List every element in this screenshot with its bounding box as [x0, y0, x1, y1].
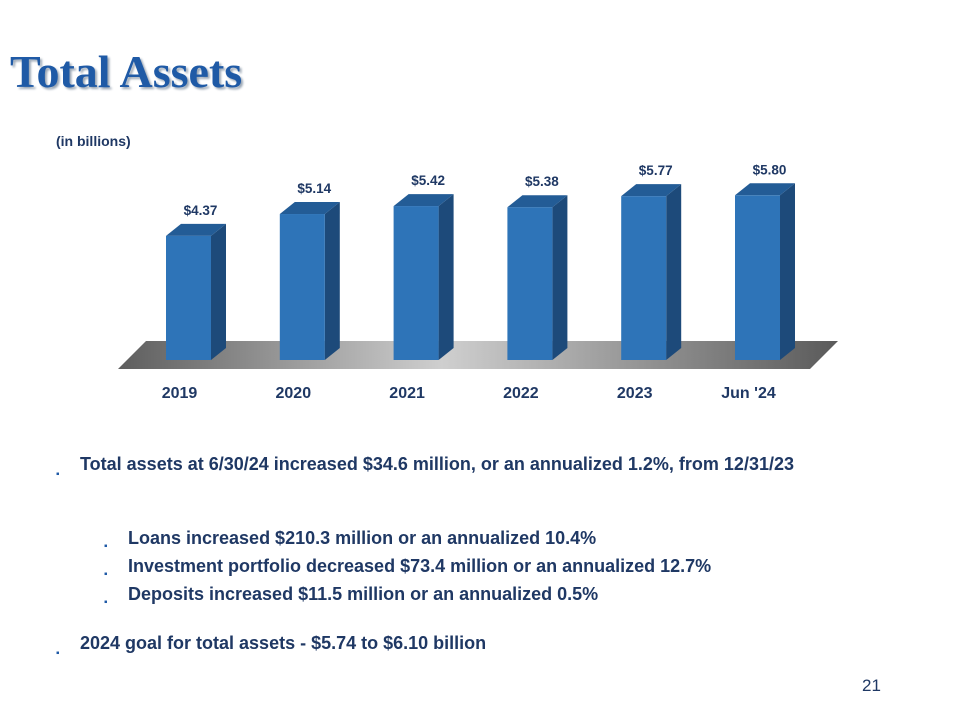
- bullet-text: Deposits increased $11.5 million or an a…: [128, 584, 599, 604]
- bar-top: [279, 202, 340, 215]
- bullet-text: Loans increased $210.3 million or an ann…: [128, 528, 597, 548]
- bar: [166, 235, 211, 360]
- bar-value-label: $5.42: [411, 173, 445, 188]
- bar-side: [438, 194, 454, 360]
- total-assets-bar-chart: $4.37 2019 $5.14 2020 $5.42 2021 $5.38 2022 $5.7…: [118, 162, 838, 402]
- bullet-text: 2024 goal for total assets - $5.74 to $6…: [80, 633, 487, 653]
- bullet-marker: ▪: [104, 597, 108, 608]
- bullet-item: ▪ 2024 goal for total assets - $5.74 to $…: [56, 625, 906, 661]
- bar-side: [552, 195, 568, 360]
- bar: [507, 207, 553, 360]
- bar-top: [507, 195, 568, 208]
- bar-value-label: $5.80: [753, 162, 787, 177]
- sub-bullet-item: ▪ Deposits increased $11.5 million or an …: [104, 580, 904, 608]
- bar-value-label: $4.37: [184, 203, 218, 218]
- x-tick-label: 2019: [162, 385, 198, 402]
- sub-bullet-item: ▪ Loans increased $210.3 million or an an…: [104, 524, 904, 552]
- bullet-marker: ▪: [104, 541, 108, 552]
- x-tick-label: 2023: [617, 385, 653, 402]
- x-tick-label: 2022: [503, 385, 539, 402]
- bar: [621, 196, 667, 360]
- bullet-marker: ▪: [56, 648, 60, 659]
- bar-side: [211, 223, 226, 360]
- bar: [279, 214, 325, 360]
- bar-value-label: $5.38: [525, 174, 559, 189]
- bar-value-label: $5.14: [297, 181, 331, 196]
- bullet-text: Investment portfolio decreased $73.4 mil…: [128, 556, 712, 576]
- bar-top: [166, 223, 226, 236]
- bullet-text: Total assets at 6/30/24 increased $34.6 …: [80, 454, 794, 474]
- bar: [393, 206, 439, 360]
- slide-title: Total Assets: [10, 46, 243, 97]
- bar-top: [621, 184, 682, 197]
- bar-side: [666, 184, 682, 360]
- bar-side: [324, 202, 340, 360]
- bar: [735, 195, 780, 360]
- bullet-marker: ▪: [56, 469, 60, 480]
- sub-bullet-item: ▪ Investment portfolio decreased $73.4 mi…: [104, 552, 904, 580]
- page-number: 21: [862, 676, 881, 695]
- x-tick-label: Jun '24: [721, 385, 776, 402]
- bar-top: [393, 194, 454, 207]
- bar-value-label: $5.77: [639, 163, 673, 178]
- bar-top: [735, 183, 795, 196]
- bar-side: [780, 183, 795, 360]
- x-tick-label: 2021: [389, 385, 425, 402]
- units-label: (in billions): [56, 133, 131, 149]
- bullet-item: ▪ Total assets at 6/30/24 increased $34.6…: [56, 446, 906, 482]
- x-tick-label: 2020: [276, 385, 312, 402]
- bullet-marker: ▪: [104, 569, 108, 580]
